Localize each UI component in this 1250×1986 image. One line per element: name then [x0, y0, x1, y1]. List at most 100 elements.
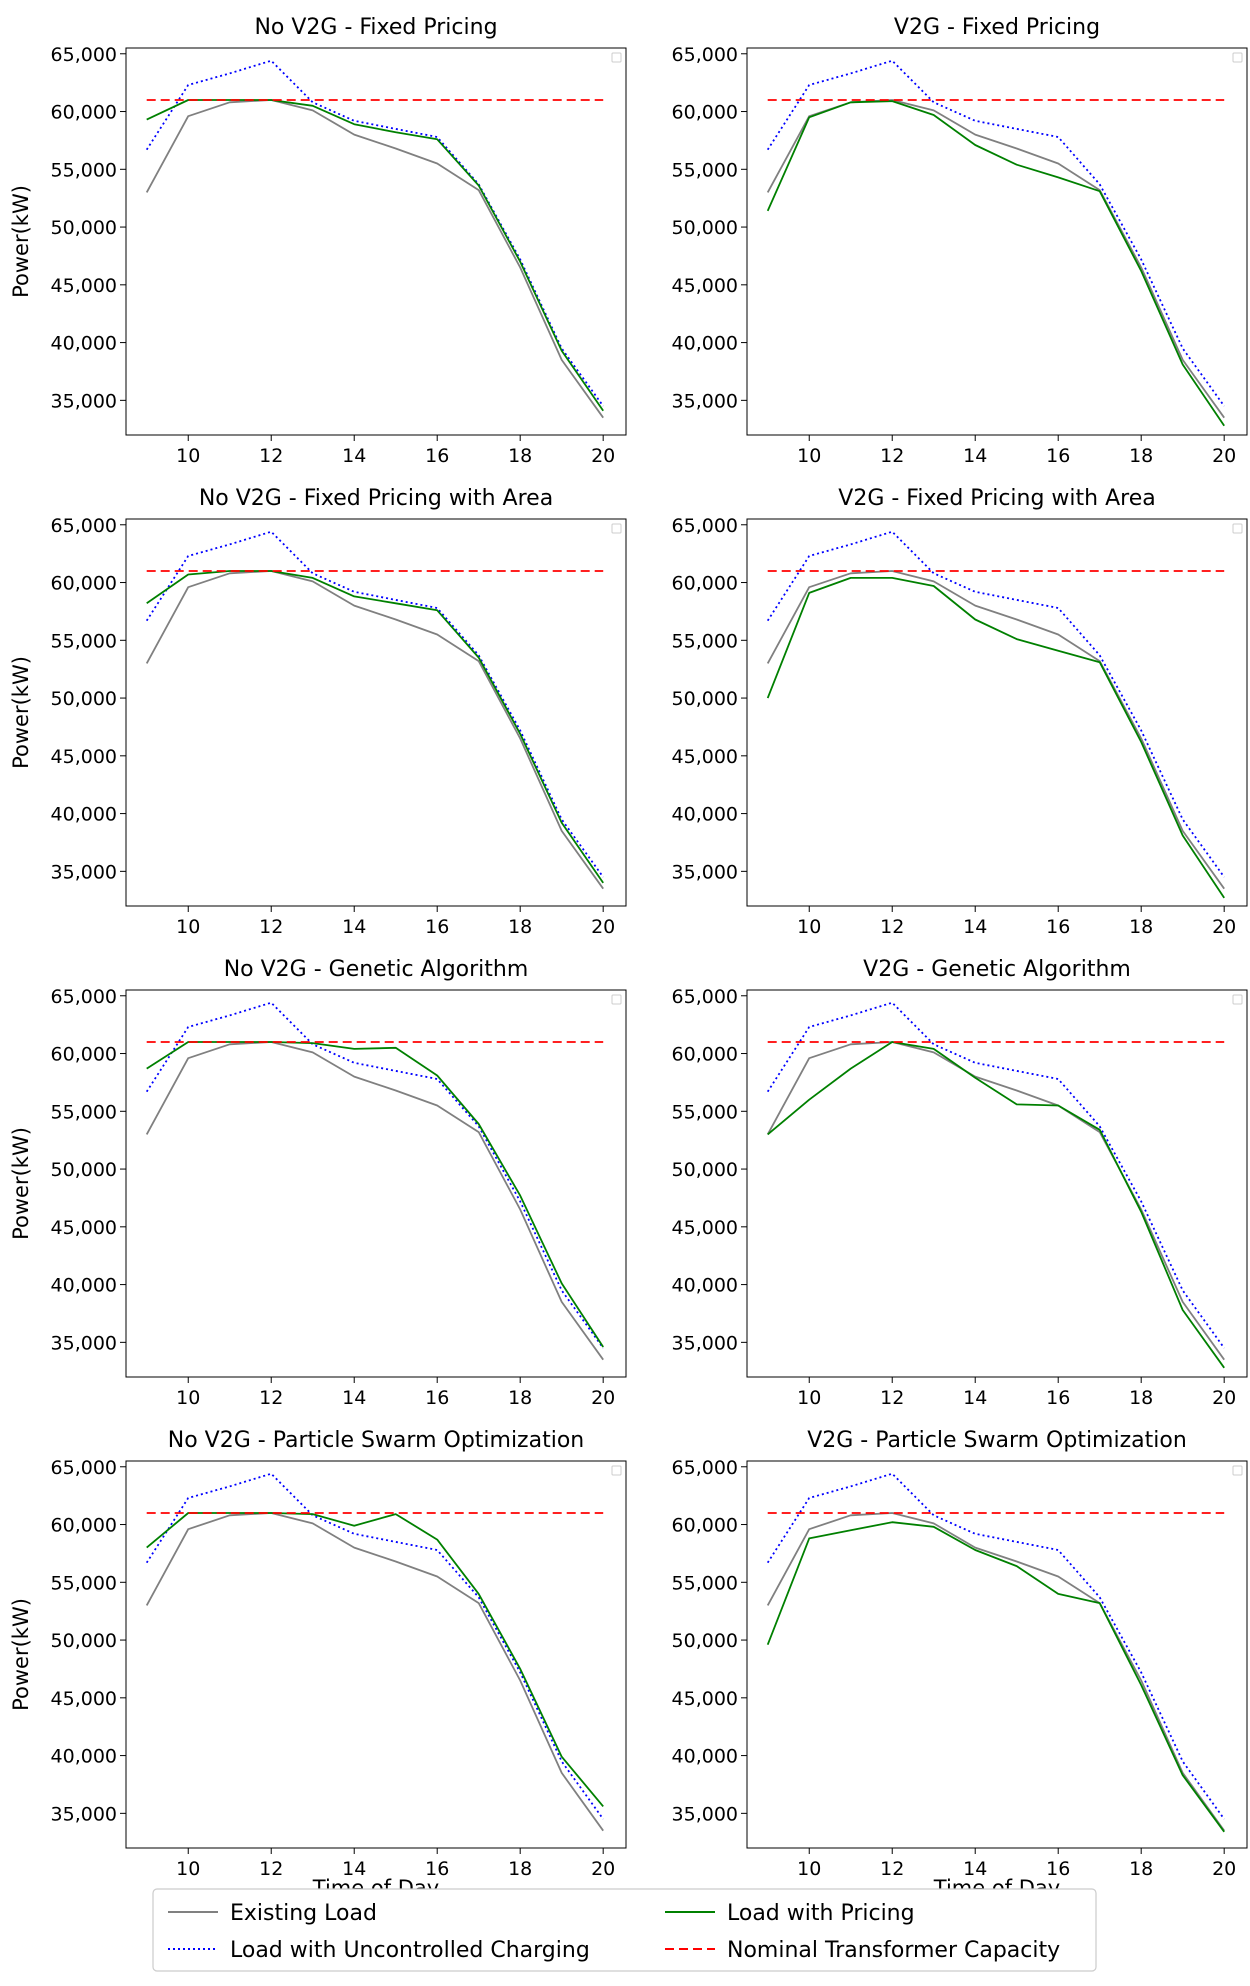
subplot-4: V2G - Fixed Pricing with Area 10 12 14 16 18 2… — [672, 486, 1248, 938]
x-tick-label: 10 — [797, 916, 821, 938]
x-tick-label: 12 — [880, 1387, 904, 1409]
legend-label-2: Load with Uncontrolled Charging — [230, 1938, 590, 1963]
y-tick-label: 40,000 — [672, 1275, 738, 1297]
x-tick-label: 12 — [259, 1387, 283, 1409]
x-tick-label: 18 — [1129, 1858, 1153, 1880]
y-tick-label: 45,000 — [51, 275, 117, 297]
x-tick-label: 12 — [259, 445, 283, 467]
legend-label-3: Load with Pricing — [727, 1901, 915, 1926]
y-tick-label: 60,000 — [672, 1515, 738, 1537]
legend-label-1: Existing Load — [230, 1901, 377, 1926]
x-tick-label: 10 — [797, 1858, 821, 1880]
x-tick-label: 16 — [425, 1387, 449, 1409]
y-tick-label: 55,000 — [672, 1101, 738, 1123]
x-tick-label: 20 — [591, 916, 615, 938]
empty-legend-box — [1232, 52, 1243, 63]
plot-frame — [125, 518, 627, 907]
x-tick-label: 16 — [425, 916, 449, 938]
x-tick-label: 20 — [591, 445, 615, 467]
x-tick-label: 14 — [963, 445, 987, 467]
y-tick-label: 35,000 — [672, 1803, 738, 1825]
y-axis-label: Power(kW) — [9, 1598, 33, 1711]
y-tick-label: 65,000 — [51, 515, 117, 537]
y-tick-label: 45,000 — [51, 1217, 117, 1239]
y-tick-label: 60,000 — [672, 573, 738, 595]
x-tick-label: 10 — [176, 445, 200, 467]
x-tick-label: 12 — [880, 445, 904, 467]
plot-frame — [125, 1460, 627, 1849]
legend-frame — [152, 1888, 1097, 1972]
y-tick-label: 45,000 — [51, 746, 117, 768]
legend-label-4: Nominal Transformer Capacity — [727, 1938, 1060, 1963]
series-line-1 — [145, 1041, 604, 1361]
x-tick-label: 20 — [1212, 1387, 1236, 1409]
y-axis-label: Power(kW) — [9, 656, 33, 769]
y-tick-label: 35,000 — [51, 390, 117, 412]
plot-frame — [125, 47, 627, 436]
x-tick-label: 16 — [1046, 916, 1070, 938]
series-line-1 — [766, 1512, 1225, 1832]
series-line-3 — [767, 1041, 1225, 1369]
y-tick-label: 45,000 — [672, 746, 738, 768]
x-tick-label: 12 — [259, 1858, 283, 1880]
x-tick-label: 10 — [176, 1858, 200, 1880]
y-tick-label: 35,000 — [672, 390, 738, 412]
y-tick-label: 50,000 — [672, 688, 738, 710]
x-tick-label: 18 — [1129, 916, 1153, 938]
x-tick-label: 14 — [963, 1387, 987, 1409]
plot-frame — [125, 989, 627, 1378]
empty-legend-box — [1232, 523, 1243, 534]
subplot-title: No V2G - Fixed Pricing with Area — [199, 486, 553, 511]
y-tick-label: 60,000 — [51, 1044, 117, 1066]
y-tick-label: 65,000 — [51, 986, 117, 1008]
plot-frame — [746, 518, 1248, 907]
y-tick-label: 55,000 — [672, 630, 738, 652]
x-tick-label: 20 — [591, 1858, 615, 1880]
y-tick-label: 50,000 — [51, 1630, 117, 1652]
empty-legend-box — [611, 994, 622, 1005]
subplot-title: V2G - Genetic Algorithm — [863, 957, 1131, 982]
subplot-5: No V2G - Genetic Algorithm 10 12 14 16 18 20 35… — [9, 957, 627, 1409]
subplot-title: V2G - Fixed Pricing — [894, 15, 1100, 40]
y-tick-label: 60,000 — [672, 102, 738, 124]
x-tick-label: 12 — [880, 1858, 904, 1880]
x-tick-label: 16 — [1046, 445, 1070, 467]
y-tick-label: 50,000 — [672, 217, 738, 239]
y-tick-label: 55,000 — [51, 1101, 117, 1123]
x-tick-label: 14 — [342, 1858, 366, 1880]
series-line-3 — [766, 577, 1225, 899]
x-tick-label: 20 — [1212, 916, 1236, 938]
x-tick-label: 18 — [508, 1858, 532, 1880]
y-tick-label: 65,000 — [672, 1457, 738, 1479]
x-tick-label: 16 — [425, 1858, 449, 1880]
x-tick-label: 10 — [176, 1387, 200, 1409]
y-tick-label: 45,000 — [672, 275, 738, 297]
subplot-7: No V2G - Particle Swarm Optimization 10 12… — [9, 1428, 627, 1900]
y-tick-label: 55,000 — [672, 159, 738, 181]
x-tick-label: 14 — [342, 1387, 366, 1409]
y-tick-label: 35,000 — [51, 861, 117, 883]
series-line-3 — [766, 100, 1225, 427]
x-tick-label: 16 — [1046, 1387, 1070, 1409]
x-tick-label: 20 — [1212, 1858, 1236, 1880]
y-tick-label: 50,000 — [672, 1159, 738, 1181]
subplot-title: No V2G - Particle Swarm Optimization — [168, 1428, 584, 1453]
empty-legend-box — [611, 52, 622, 63]
y-tick-label: 35,000 — [51, 1803, 117, 1825]
x-tick-label: 12 — [880, 916, 904, 938]
subplot-title: No V2G - Genetic Algorithm — [224, 957, 529, 982]
empty-legend-box — [611, 523, 622, 534]
x-tick-label: 10 — [176, 916, 200, 938]
y-tick-label: 40,000 — [51, 333, 117, 355]
y-tick-label: 35,000 — [672, 1332, 738, 1354]
y-tick-label: 55,000 — [51, 630, 117, 652]
y-tick-label: 60,000 — [51, 573, 117, 595]
y-tick-label: 35,000 — [672, 861, 738, 883]
empty-legend-box — [1232, 1465, 1243, 1476]
x-tick-label: 14 — [963, 1858, 987, 1880]
subplot-3: No V2G - Fixed Pricing with Area 10 12 14 16… — [9, 486, 627, 938]
series-line-1 — [145, 99, 604, 419]
y-tick-label: 65,000 — [672, 986, 738, 1008]
y-tick-label: 40,000 — [672, 333, 738, 355]
